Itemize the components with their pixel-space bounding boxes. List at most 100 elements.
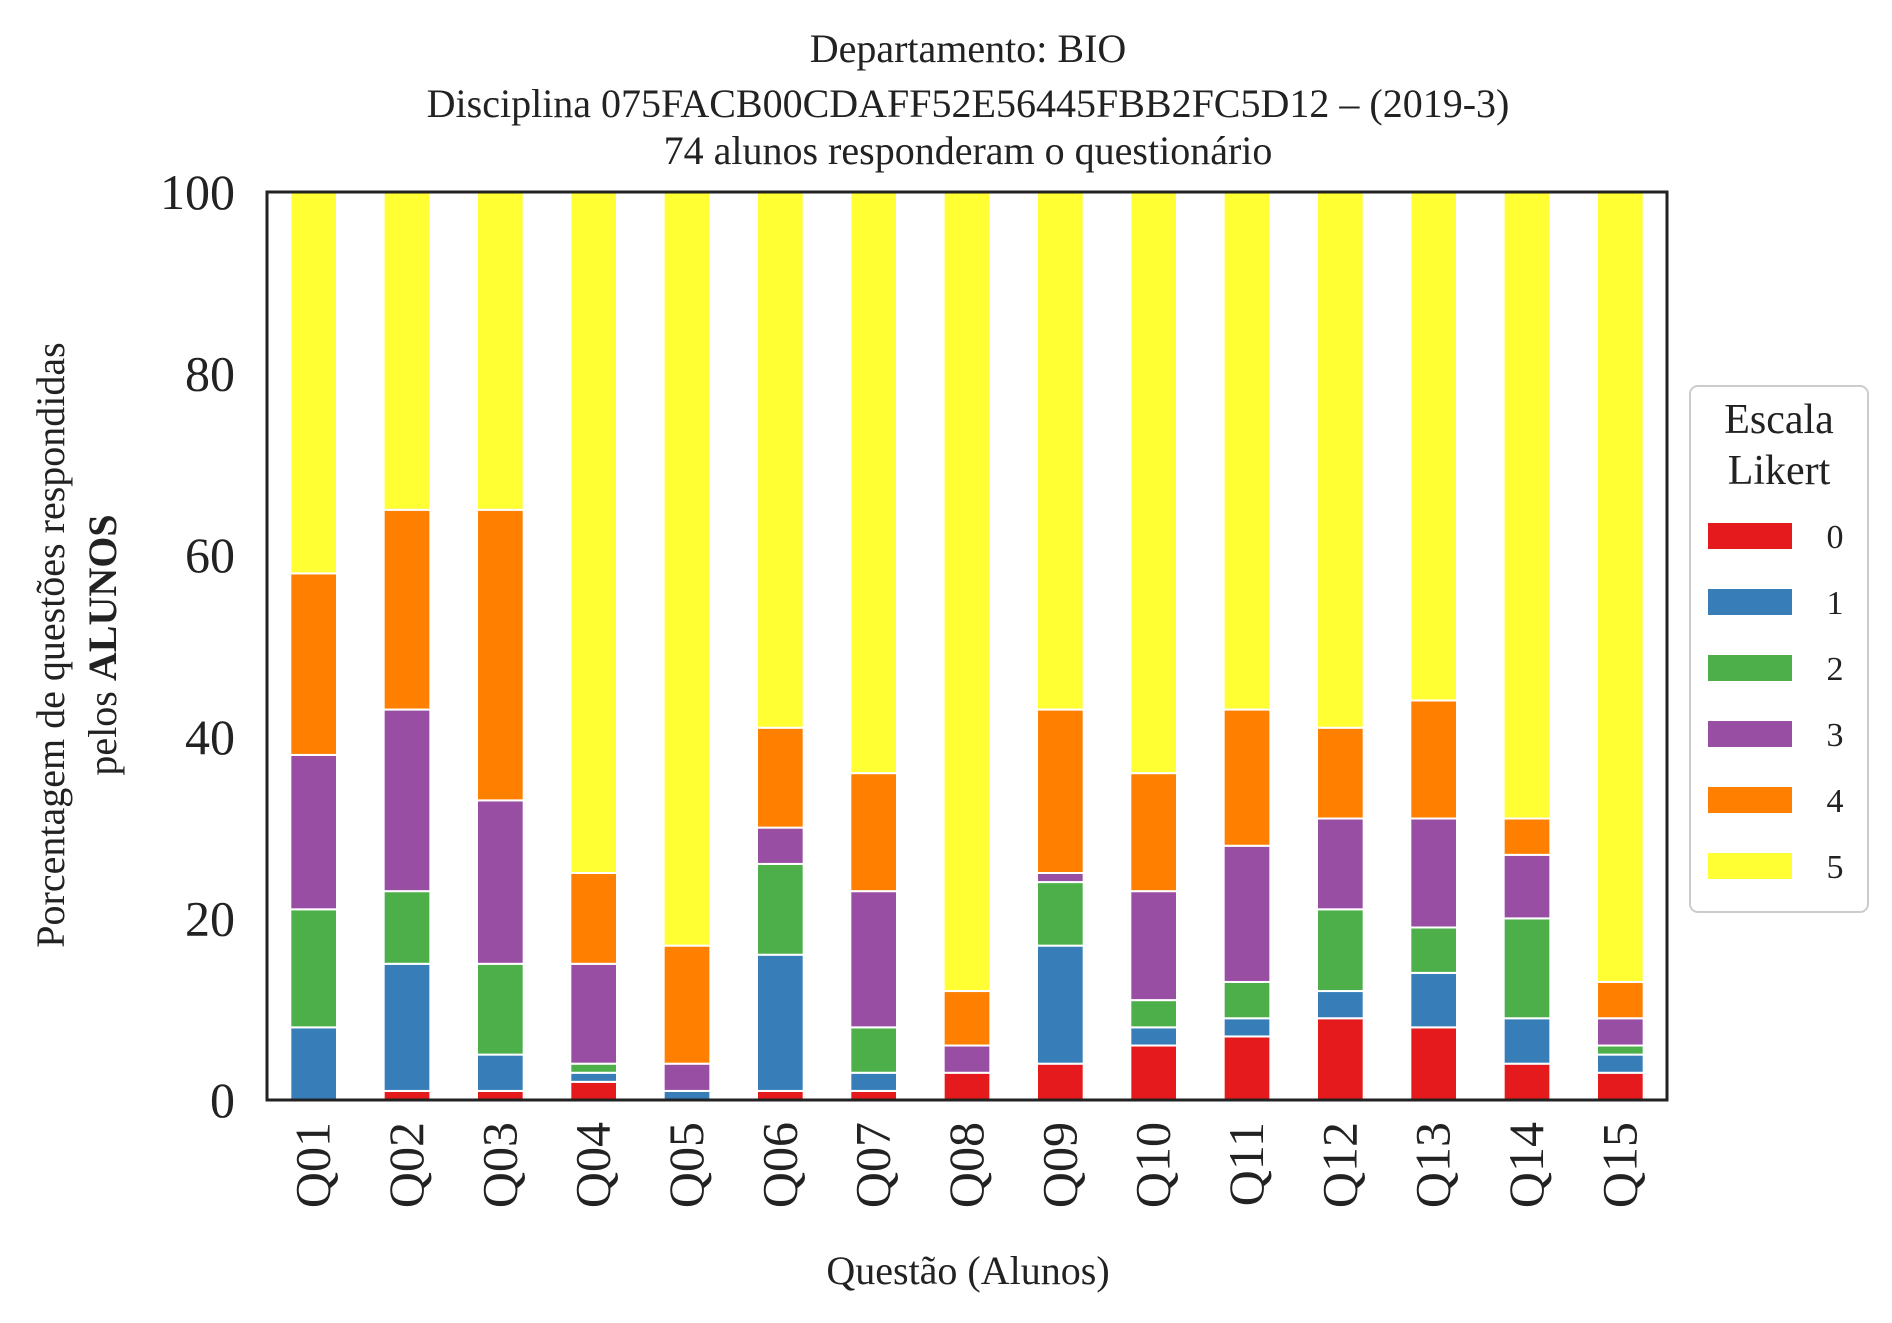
bar-q07-level-4 (849, 772, 899, 893)
bar-stack-q13 (1409, 191, 1458, 1101)
bar-q12-level-0 (1316, 1017, 1365, 1102)
legend-swatch-0 (1708, 523, 1792, 549)
bar-stacks (289, 191, 1645, 1102)
bar-q14-level-3 (1502, 853, 1552, 920)
bar-stack-q08 (942, 191, 992, 1102)
bar-q08-level-4 (942, 990, 992, 1047)
bar-q12-level-1 (1316, 990, 1365, 1020)
bar-q15-level-3 (1596, 1017, 1645, 1047)
chart-title: Departamento: BIO Disciplina 075FACB00CD… (427, 26, 1510, 173)
bar-q14-level-4 (1502, 817, 1552, 856)
bar-stack-q06 (756, 191, 805, 1102)
bar-q04-level-1 (569, 1071, 619, 1083)
bar-q08-level-0 (942, 1071, 992, 1102)
legend-item-2: 2 (1708, 651, 1844, 688)
bar-q13-level-1 (1409, 971, 1458, 1029)
bar-q10-level-0 (1129, 1044, 1178, 1102)
bar-q01-level-3 (289, 753, 338, 911)
bar-q04-level-3 (569, 962, 619, 1065)
bar-q15-level-5 (1596, 191, 1645, 983)
bar-q12-level-4 (1316, 726, 1365, 820)
x-axis-label: Questão (Alunos) (826, 1248, 1109, 1293)
x-tick-label-q02: Q02 (378, 1122, 434, 1208)
bar-q15-level-1 (1596, 1053, 1645, 1074)
y-axis-label-prefix: pelos (80, 681, 125, 775)
x-tick-label-q13: Q13 (1405, 1122, 1461, 1208)
bar-q03-level-5 (476, 191, 525, 511)
bar-q02-level-2 (382, 890, 432, 965)
x-tick-label-q07: Q07 (845, 1122, 901, 1208)
bar-q01-level-4 (289, 572, 338, 756)
legend-item-5: 5 (1708, 849, 1844, 886)
x-tick-label-q14: Q14 (1498, 1122, 1554, 1208)
bar-q15-level-4 (1596, 980, 1645, 1020)
plot-frame (265, 190, 1669, 1102)
bar-q11-level-1 (1222, 1017, 1272, 1038)
bar-q06-level-3 (756, 826, 805, 865)
legend-items: 0 1 2 3 4 5 (1708, 519, 1844, 886)
bar-q06-level-2 (756, 862, 805, 956)
bar-q15-level-0 (1596, 1071, 1645, 1102)
bar-stack-q12 (1316, 191, 1365, 1102)
x-axis-ticks: Q01 Q02 Q03 Q04 Q05 Q06 Q07 Q08 Q09 Q10 Q11 Q12 Q13 Q… (285, 1122, 1648, 1208)
bar-q06-level-5 (756, 191, 805, 729)
x-tick-label-q04: Q04 (565, 1122, 621, 1208)
bar-q13-level-3 (1409, 817, 1458, 929)
bar-q01-level-2 (289, 908, 338, 1029)
bar-q09-level-5 (1036, 191, 1085, 711)
bar-q02-level-1 (382, 962, 432, 1092)
legend-swatch-5 (1708, 853, 1792, 879)
bar-q05-level-3 (662, 1062, 712, 1092)
legend-swatch-3 (1708, 721, 1792, 747)
bar-q13-level-2 (1409, 926, 1458, 974)
x-tick-label-q12: Q12 (1311, 1122, 1367, 1208)
bar-q01-level-5 (289, 191, 338, 575)
x-tick-label-q15: Q15 (1591, 1122, 1647, 1208)
x-tick-label-q01: Q01 (285, 1122, 341, 1208)
y-axis-label-bold: ALUNOS (80, 514, 125, 681)
legend-swatch-1 (1708, 589, 1792, 615)
legend-title-line-2: Likert (1728, 448, 1831, 494)
legend-label-3: 3 (1827, 717, 1844, 754)
bar-q02-level-3 (382, 708, 432, 893)
y-tick-label-80: 80 (185, 346, 235, 402)
x-tick-label-q11: Q11 (1218, 1122, 1274, 1206)
legend-swatch-2 (1708, 655, 1792, 681)
bar-q04-level-4 (569, 872, 619, 965)
bar-q02-level-5 (382, 191, 432, 511)
bar-q11-level-0 (1222, 1035, 1272, 1101)
bar-q04-level-2 (569, 1062, 619, 1074)
bar-q10-level-5 (1129, 191, 1178, 775)
y-axis-label-line-1: Porcentagem de questões respondidas (28, 342, 73, 947)
bar-stack-q14 (1502, 191, 1552, 1102)
bar-q09-level-0 (1036, 1062, 1085, 1102)
x-tick-label-q10: Q10 (1125, 1122, 1181, 1208)
chart-title-line-2: Disciplina 075FACB00CDAFF52E56445FBB2FC5… (427, 81, 1510, 126)
bar-q03-level-1 (476, 1053, 525, 1092)
bar-q11-level-2 (1222, 980, 1272, 1020)
bar-q04-level-5 (569, 191, 619, 874)
bar-q13-level-0 (1409, 1026, 1458, 1101)
y-axis-label-line-2: pelos ALUNOS (80, 514, 125, 775)
bar-q07-level-5 (849, 191, 899, 775)
y-tick-label-40: 40 (185, 709, 235, 765)
bar-q03-level-4 (476, 508, 525, 802)
y-tick-label-0: 0 (210, 1072, 235, 1128)
bar-q04-level-0 (569, 1080, 619, 1101)
legend: Escala Likert 0 1 2 3 4 5 (1689, 385, 1869, 913)
legend-label-2: 2 (1827, 651, 1844, 688)
bar-q13-level-5 (1409, 191, 1458, 702)
y-tick-label-100: 100 (160, 164, 235, 220)
y-tick-label-20: 20 (185, 890, 235, 946)
bar-stack-q04 (569, 191, 619, 1101)
bar-q14-level-0 (1502, 1062, 1552, 1102)
bar-q11-level-3 (1222, 844, 1272, 983)
bar-q15-level-2 (1596, 1044, 1645, 1056)
bar-q13-level-4 (1409, 699, 1458, 820)
legend-item-0: 0 (1708, 519, 1844, 556)
legend-label-4: 4 (1827, 783, 1844, 820)
bar-q02-level-4 (382, 508, 432, 711)
bar-q12-level-2 (1316, 908, 1365, 993)
legend-item-1: 1 (1708, 585, 1844, 622)
